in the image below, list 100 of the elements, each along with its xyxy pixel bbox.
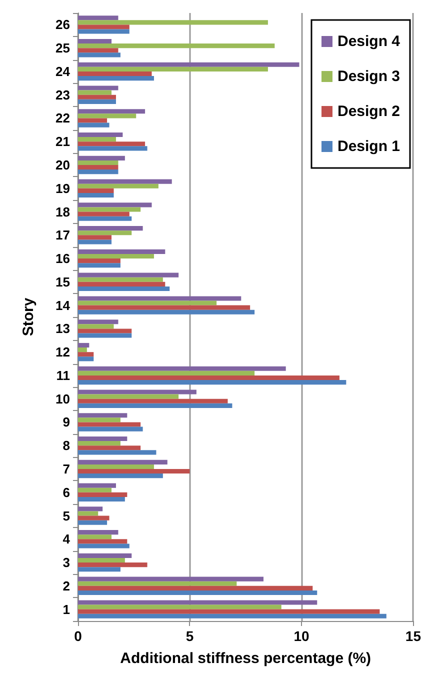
bar bbox=[78, 464, 154, 469]
bar bbox=[78, 71, 152, 76]
x-tick-label: 10 bbox=[294, 628, 310, 644]
bar bbox=[78, 426, 143, 432]
bar bbox=[78, 277, 163, 282]
legend-label: Design 4 bbox=[337, 33, 401, 50]
x-axis-title: Additional stiffness percentage (%) bbox=[120, 650, 372, 667]
y-tick-label: 17 bbox=[56, 228, 70, 243]
bar bbox=[78, 516, 110, 520]
bar bbox=[78, 48, 118, 53]
bar bbox=[78, 99, 116, 104]
y-tick-label: 20 bbox=[56, 158, 70, 172]
x-tick-label: 0 bbox=[74, 628, 82, 644]
y-tick-label: 13 bbox=[56, 321, 70, 336]
bar bbox=[78, 356, 94, 362]
bar bbox=[78, 567, 120, 572]
bar bbox=[78, 558, 125, 563]
bar bbox=[78, 324, 114, 329]
bar bbox=[78, 310, 255, 314]
bar bbox=[78, 506, 103, 512]
y-tick-label: 12 bbox=[56, 344, 70, 360]
bar bbox=[78, 328, 132, 334]
y-tick-label: 16 bbox=[56, 251, 70, 266]
y-tick-label: 26 bbox=[56, 17, 70, 32]
x-tick-label: 15 bbox=[405, 628, 422, 644]
bar bbox=[78, 29, 130, 34]
bar bbox=[78, 165, 118, 170]
y-tick-label: 3 bbox=[62, 555, 70, 570]
y-tick-label: 23 bbox=[56, 87, 70, 102]
y-tick-label: 8 bbox=[62, 438, 70, 454]
bar bbox=[78, 413, 128, 418]
bar bbox=[78, 24, 130, 30]
y-tick-label: 10 bbox=[56, 391, 70, 406]
bar bbox=[78, 160, 118, 165]
bar bbox=[78, 66, 268, 72]
bar bbox=[78, 520, 108, 525]
bar bbox=[78, 390, 196, 394]
bar bbox=[78, 16, 118, 20]
y-tick-label: 22 bbox=[56, 110, 70, 126]
bar bbox=[78, 179, 172, 184]
bar bbox=[78, 604, 282, 610]
bar bbox=[78, 600, 318, 605]
bar bbox=[78, 296, 242, 301]
bar bbox=[78, 333, 132, 338]
y-tick-label: 9 bbox=[62, 414, 70, 430]
bar bbox=[78, 76, 154, 81]
bar bbox=[78, 240, 112, 244]
legend-label: Design 3 bbox=[337, 68, 400, 85]
bar bbox=[78, 282, 166, 286]
bar bbox=[78, 320, 118, 324]
bar bbox=[78, 492, 128, 497]
bar bbox=[78, 398, 228, 404]
bar bbox=[78, 496, 125, 502]
y-tick-label: 14 bbox=[56, 298, 71, 313]
bar bbox=[78, 170, 118, 174]
bar bbox=[78, 342, 90, 348]
legend-label: Design 1 bbox=[337, 138, 400, 155]
bar bbox=[78, 156, 125, 160]
bar bbox=[78, 370, 255, 376]
bar bbox=[78, 418, 120, 422]
y-tick-label: 6 bbox=[62, 484, 70, 500]
bar bbox=[78, 137, 116, 142]
bar bbox=[78, 366, 286, 371]
bar bbox=[78, 352, 94, 357]
bar bbox=[78, 553, 132, 558]
y-tick-label: 7 bbox=[62, 462, 70, 476]
bar bbox=[78, 258, 120, 264]
bar bbox=[78, 436, 128, 442]
y-tick-label: 18 bbox=[56, 204, 70, 220]
bar bbox=[78, 142, 146, 146]
y-axis-title: Story bbox=[20, 297, 37, 336]
bar bbox=[78, 272, 179, 278]
bar bbox=[78, 192, 114, 198]
y-tick-label: 25 bbox=[56, 40, 70, 56]
bar bbox=[78, 488, 112, 492]
bar bbox=[78, 86, 118, 90]
bar bbox=[78, 483, 116, 488]
bar bbox=[78, 184, 158, 188]
bar bbox=[78, 586, 313, 590]
bar bbox=[78, 576, 264, 582]
y-tick-label: 24 bbox=[56, 64, 71, 79]
bar bbox=[78, 122, 110, 128]
bar bbox=[78, 544, 130, 548]
bar bbox=[78, 474, 163, 478]
y-tick-label: 5 bbox=[62, 508, 70, 524]
bar bbox=[78, 235, 112, 240]
bar bbox=[78, 590, 318, 596]
bar bbox=[78, 207, 141, 212]
bar bbox=[78, 539, 128, 544]
bar bbox=[78, 394, 179, 399]
bar bbox=[78, 20, 268, 25]
bar bbox=[78, 375, 340, 380]
bar bbox=[78, 469, 190, 474]
bar bbox=[78, 202, 152, 208]
bar bbox=[78, 109, 146, 114]
bar bbox=[78, 581, 237, 586]
bar bbox=[78, 300, 217, 306]
bar bbox=[78, 446, 141, 450]
y-tick-label: 19 bbox=[56, 180, 70, 196]
bar bbox=[78, 132, 123, 138]
